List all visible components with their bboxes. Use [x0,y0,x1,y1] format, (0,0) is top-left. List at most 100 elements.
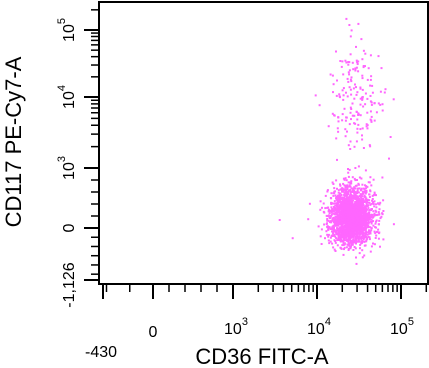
data-point [335,202,338,205]
data-point [360,38,363,41]
data-point [343,238,345,241]
data-point [334,194,337,197]
data-point [324,194,327,197]
data-point [364,227,367,229]
data-point [367,217,370,220]
data-point [377,55,380,58]
data-point [337,196,340,199]
data-point [354,197,357,200]
data-point [345,195,348,198]
data-point [364,218,367,221]
data-point [339,183,341,186]
data-point [332,202,335,205]
data-point [350,236,353,239]
data-point [360,177,363,180]
data-point [377,228,380,231]
data-point [366,237,369,240]
data-point [348,24,351,26]
data-point [355,199,358,202]
data-point [344,213,347,216]
data-point [333,224,336,227]
data-point [368,229,370,232]
data-point [347,220,350,222]
data-point [364,223,366,226]
data-point [348,61,351,64]
data-point [348,231,351,234]
y-tick-labels: -1,126 0 103 104 105 [56,18,78,308]
data-point [341,210,344,213]
data-point [355,223,358,226]
data-point [361,98,364,101]
data-point [340,228,343,231]
data-point [341,197,344,200]
data-point [331,230,333,233]
data-point [359,86,362,89]
data-point [332,83,335,86]
y-tick-label: -1,126 [61,262,78,307]
data-point [346,233,349,236]
data-point [342,182,345,185]
data-point [371,199,373,202]
data-point [332,91,334,94]
data-point [350,118,352,121]
data-point [375,203,377,206]
data-point [357,60,360,63]
data-point [350,195,353,198]
data-point [353,232,356,235]
data-point [338,216,341,218]
data-point [341,225,344,228]
data-point [352,68,355,71]
data-point [340,206,343,209]
data-point [347,197,350,199]
data-point [365,198,367,201]
data-point [389,136,392,138]
data-point [370,227,373,230]
data-point [350,180,353,183]
data-point [347,247,350,250]
data-point [343,246,346,249]
data-point [335,137,338,140]
data-point [360,196,363,199]
data-point [350,76,353,79]
data-point [366,111,369,114]
data-point [372,178,375,181]
data-point [367,219,370,222]
y-tick-label: 103 [56,156,78,180]
data-point [356,127,359,130]
data-point [359,247,361,250]
data-point [346,212,349,215]
data-point [327,233,330,236]
data-point [361,256,364,259]
data-point [341,213,344,216]
data-point [362,65,365,67]
data-point [379,245,381,248]
data-point [334,208,337,211]
data-point [335,204,338,207]
data-point [351,61,354,64]
data-point [360,224,363,227]
data-point [364,216,367,219]
data-point [336,158,338,161]
data-point [346,218,349,221]
data-point [337,217,340,220]
data-point [369,176,372,179]
data-point [364,240,367,243]
data-point [370,75,373,78]
data-point [335,94,338,97]
data-point [314,94,317,97]
data-point [341,209,344,212]
data-point [346,211,349,214]
data-point [347,224,350,227]
x-tick-label: 103 [224,316,248,338]
data-point [341,60,344,63]
data-point [342,177,345,180]
data-point [362,234,365,237]
data-point [344,234,346,237]
data-point [355,235,358,238]
data-point [362,220,365,223]
data-point [360,188,362,191]
data-point [372,242,374,245]
data-point [335,230,338,233]
data-point [368,181,371,184]
data-point [360,202,363,205]
